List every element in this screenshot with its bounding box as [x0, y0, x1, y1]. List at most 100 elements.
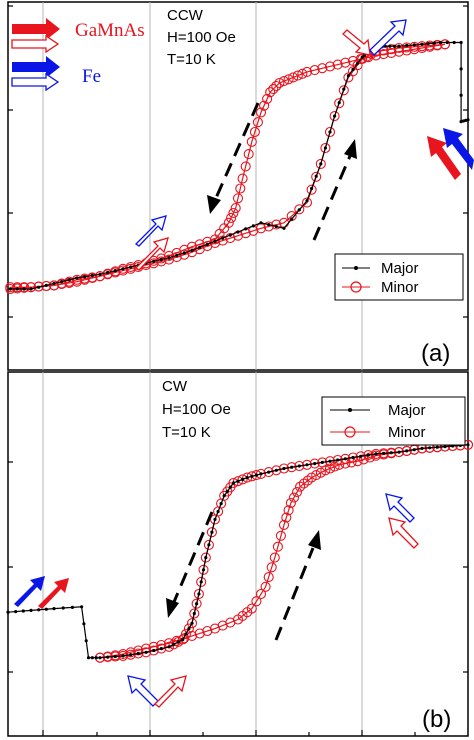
panel-a-major-point [438, 40, 442, 45]
panel-a-minor-point [334, 98, 345, 109]
panel-a-minor-point [338, 85, 349, 96]
panel-a-major-point [426, 42, 430, 46]
panel-b-major-point [187, 627, 191, 631]
panel-b-major-point [359, 454, 363, 458]
panel-a-minor-point [259, 100, 270, 111]
legend-major-marker [354, 266, 358, 270]
panel-a-major-point [167, 256, 171, 260]
sweep-arrowhead-icon [308, 530, 321, 550]
panel-a-major-point [267, 223, 271, 227]
panel-b-major-point [29, 608, 33, 613]
panel-a-minor-point [306, 184, 317, 195]
panel-a-minor-point [297, 68, 308, 79]
panel-a-annotation-line-3: T=10 K [167, 51, 216, 68]
panel-a-major-point [290, 217, 294, 221]
panel-a-minor-point [271, 80, 282, 92]
panel-b-major-point [14, 610, 18, 614]
panel-b-major-point [204, 556, 208, 560]
panel-a-minor-point [324, 126, 336, 138]
panel-a-major-point [351, 67, 355, 72]
fe-label: Fe [82, 66, 101, 87]
panel-a-major-point [337, 101, 341, 105]
panel-b-major-point [52, 607, 56, 611]
panel-b-minor-point [237, 474, 248, 485]
blue-hollow-arrow-icon [127, 675, 159, 707]
panel-a-magnet-arrows-mid [134, 215, 169, 271]
material-legend: GaMnAs Fe [11, 18, 145, 92]
panel-b-major-point [82, 622, 86, 626]
panel-a-minor-point [283, 74, 294, 85]
panel-b-minor-point [288, 492, 300, 503]
blue-hollow-arrow-icon [369, 19, 407, 56]
panel-a-major-point [466, 118, 470, 122]
panel-b-major-point [405, 449, 409, 453]
panel-a-major-point [397, 44, 401, 48]
panel-b-major-point [290, 465, 294, 469]
panel-b-major-point [80, 605, 84, 609]
panel-a-minor-point [246, 136, 257, 147]
panel-a-major-point [67, 278, 71, 282]
panel-b-major-point [389, 451, 393, 455]
sweep-arrow-line [214, 102, 260, 199]
panel-b-minor-point [260, 581, 271, 592]
panel-b-major-point [207, 543, 211, 547]
panel-b-minor-point [317, 457, 328, 468]
legend-box [321, 396, 466, 446]
panel-a-minor-point [94, 271, 106, 282]
panel-a-minor-point [386, 44, 397, 55]
panel-a-minor-point [48, 280, 60, 291]
panel-b-minor-point [191, 598, 202, 609]
panel-a-minor-point [329, 111, 340, 122]
panel-b-minor-point [125, 649, 136, 660]
panel-a-minor-point [64, 276, 75, 287]
panel-a-major-point [323, 146, 327, 150]
panel-a-minor-point [228, 207, 239, 219]
panel-a-minor-point [262, 93, 273, 104]
panel-a-magnet-arrows-right [427, 128, 474, 180]
blue-hollow-arrow-icon [385, 493, 415, 523]
panel-a-major-point [333, 114, 337, 118]
panel-a-major-point [182, 251, 186, 255]
panel-a-major-point [459, 40, 463, 45]
panel-b-major-point [305, 463, 309, 467]
panel-a-major-point [8, 287, 12, 291]
panel-a-plot-area [7, 1, 469, 371]
panel-a-minor-point [386, 47, 397, 58]
fe-solid-arrow-icon [12, 56, 60, 78]
panel-a-minor-point [148, 258, 159, 269]
panel-b-minor-point [173, 636, 184, 648]
panel-b-major-point [90, 656, 94, 660]
panel-b-major-point [216, 509, 220, 514]
panel-b-major-point [313, 462, 317, 466]
panel-a-minor-point [230, 203, 241, 214]
panel-a-minor-point [117, 263, 129, 274]
panel-b-minor-point [189, 608, 200, 619]
panel-b-major-point [231, 481, 235, 485]
red-solid-arrow-icon [427, 136, 461, 180]
panel-a-minor-point [235, 183, 246, 194]
panel-a-minor-point [393, 42, 405, 54]
panel-a-minor-point [311, 171, 322, 182]
panel-b-major-point [336, 458, 340, 462]
panel-a-major-point [445, 40, 449, 45]
panel-b-major-point [190, 621, 194, 625]
panel-a-minor-point [347, 55, 359, 66]
panel-a-minor-point [71, 274, 83, 285]
panel-b-major-point [259, 472, 263, 476]
panel-b-major-point [267, 470, 271, 474]
panel-a-major-point [15, 287, 19, 291]
panel-b-major-point [236, 479, 240, 483]
panel-a-minor-point [432, 40, 443, 51]
panel-a-major-point [60, 280, 64, 284]
panel-b-minor-point [183, 623, 194, 634]
panel-a-major-point [412, 43, 416, 47]
panel-b-major-point [176, 640, 180, 644]
panel-a-minor-point [424, 41, 435, 52]
panel-a-major-line [10, 41, 469, 290]
sweep-arrowhead-icon [344, 139, 357, 159]
sweep-arrow-line [312, 155, 352, 241]
panel-a-major-point [236, 230, 240, 234]
panel-b-minor-point [194, 628, 205, 639]
panel-b-major-point [144, 650, 148, 654]
panel-b-major-point [121, 654, 125, 658]
